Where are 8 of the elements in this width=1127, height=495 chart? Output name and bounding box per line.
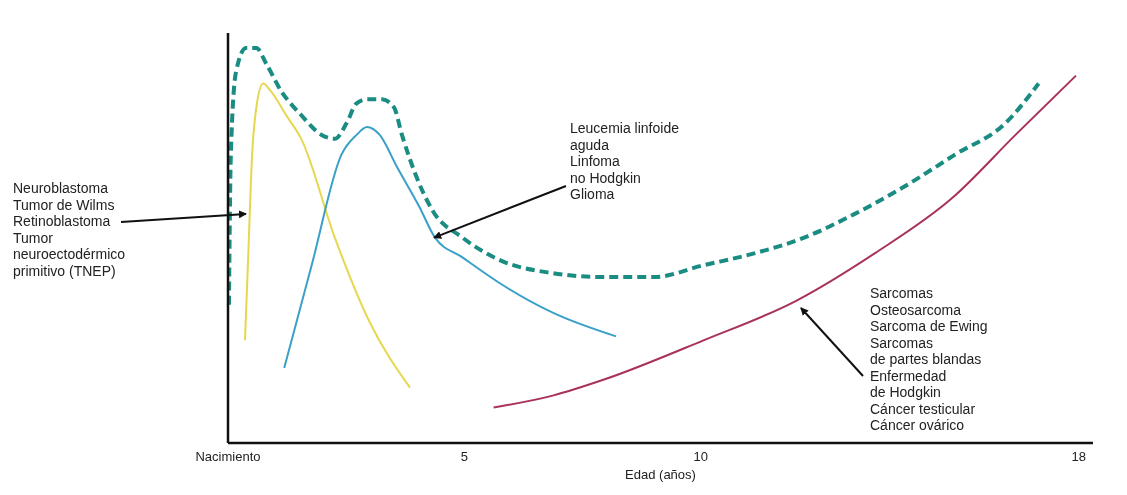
x-tick-label: 18 bbox=[1071, 449, 1087, 464]
x-tick-label: 10 bbox=[693, 449, 708, 464]
x-axis-title: Edad (años) bbox=[625, 467, 696, 482]
x-tick-label: 5 bbox=[460, 449, 468, 464]
x-tick-label: Nacimiento bbox=[195, 449, 261, 464]
annotation: Leucemia linfoide aguda Linfoma no Hodgkin Glioma bbox=[570, 120, 680, 202]
annotation: Neuroblastoma Tumor de Wilms Retinoblastoma Tumor neuroectodérmico primitivo (TNEP) bbox=[13, 180, 126, 279]
text: Sarcomas Osteosarcoma Sarcoma de Ewing Sarcomas de partes blandas Enfermedad de Hodgkin Cáncer testicular Cáncer ovárico bbox=[870, 285, 988, 433]
